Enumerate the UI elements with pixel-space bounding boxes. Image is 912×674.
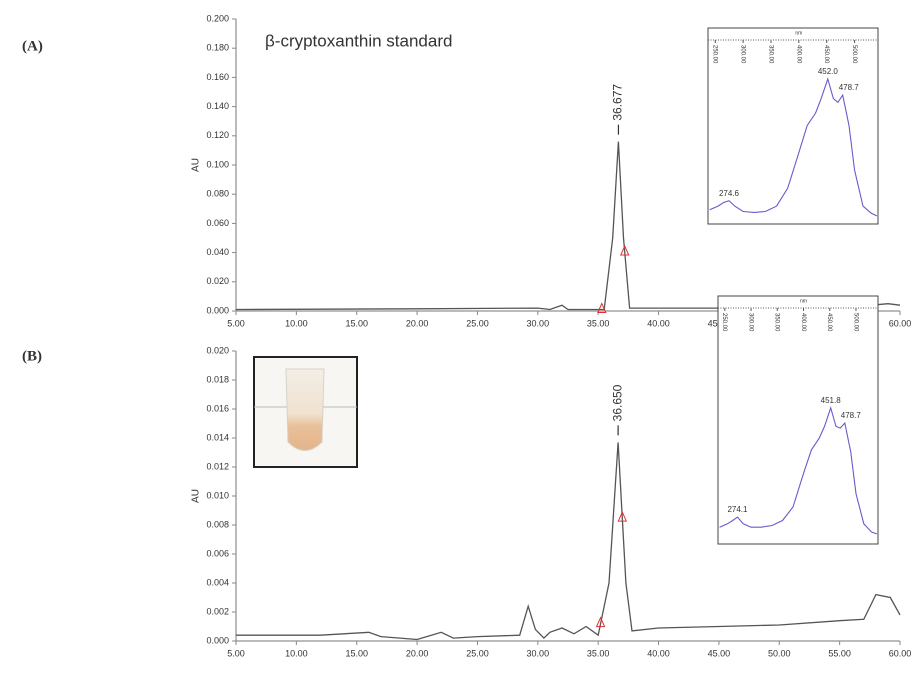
x-tick-label: 25.00	[466, 318, 489, 328]
x-tick-label: 30.00	[527, 318, 550, 328]
x-tick-label: 50.00	[768, 648, 791, 658]
y-tick-label: 0.004	[206, 577, 229, 587]
x-tick-label: 5.00	[227, 648, 245, 658]
inset-tick-label: 300.00	[740, 45, 746, 64]
y-tick-label: 0.100	[206, 159, 229, 169]
spectrum-peak-label: 274.1	[727, 505, 748, 514]
y-tick-label: 0.180	[206, 43, 229, 53]
y-tick-label: 0.000	[206, 635, 229, 645]
y-axis-label: AU	[191, 489, 202, 503]
inset-tick-label: 450.00	[823, 45, 829, 64]
y-tick-label: 0.016	[206, 403, 229, 413]
y-tick-label: 0.060	[206, 218, 229, 228]
spectrum-line	[709, 77, 878, 217]
x-tick-label: 45.00	[708, 648, 731, 658]
spectrum-line	[719, 406, 878, 535]
y-tick-label: 0.040	[206, 247, 229, 257]
inset-tick-label: 400.00	[800, 313, 806, 332]
spectrum-peak-label: 274.6	[719, 189, 740, 198]
y-tick-label: 0.120	[206, 130, 229, 140]
spectrum-peak-label: 478.7	[839, 83, 860, 92]
inset-tick-label: 350.00	[767, 45, 773, 64]
inset-axis-label: nm	[800, 298, 807, 304]
x-tick-label: 55.00	[828, 648, 851, 658]
y-tick-label: 0.018	[206, 374, 229, 384]
x-tick-label: 35.00	[587, 648, 610, 658]
y-tick-label: 0.006	[206, 548, 229, 558]
x-tick-label: 40.00	[647, 648, 670, 658]
inset-tick-label: 250.00	[721, 313, 727, 332]
chromatogram-line	[236, 442, 901, 641]
x-tick-label: 25.00	[466, 648, 489, 658]
spectrum-peak-label: 478.7	[841, 411, 862, 420]
inset-tick-label: 400.00	[795, 45, 801, 64]
integration-marker	[617, 510, 628, 522]
x-tick-label: 20.00	[406, 648, 429, 658]
inset-tick-label: 500.00	[852, 313, 858, 332]
x-tick-label: 30.00	[527, 648, 550, 658]
y-tick-label: 0.000	[206, 305, 229, 315]
inset-frame	[717, 295, 879, 545]
x-tick-label: 35.00	[587, 318, 610, 328]
inset-tick-label: 350.00	[774, 313, 780, 332]
spectrum-peak-label: 452.0	[818, 67, 839, 76]
y-tick-label: 0.020	[206, 345, 229, 355]
inset-tick-label: 500.00	[851, 45, 857, 64]
peak-label: 36.677	[611, 84, 625, 121]
y-axis-label: AU	[191, 158, 202, 172]
inset-tick-label: 300.00	[747, 313, 753, 332]
photo-tube	[285, 368, 325, 451]
y-tick-label: 0.200	[206, 13, 229, 23]
y-tick-label: 0.010	[206, 490, 229, 500]
integration-marker	[619, 244, 630, 256]
x-tick-label: 15.00	[345, 648, 368, 658]
y-tick-label: 0.020	[206, 276, 229, 286]
annotation: β-cryptoxanthin standard	[265, 31, 452, 50]
inset-tick-label: 450.00	[826, 313, 832, 332]
panel-label: (A)	[22, 38, 43, 54]
y-tick-label: 0.080	[206, 189, 229, 199]
y-tick-label: 0.012	[206, 461, 229, 471]
x-tick-label: 60.00	[889, 318, 912, 328]
inset-axis-label: nm	[795, 30, 802, 36]
y-tick-label: 0.160	[206, 72, 229, 82]
spectrum-peak-label: 451.8	[821, 396, 842, 405]
x-tick-label: 10.00	[285, 318, 308, 328]
x-tick-label: 15.00	[345, 318, 368, 328]
x-tick-label: 40.00	[647, 318, 670, 328]
x-tick-label: 20.00	[406, 318, 429, 328]
y-tick-label: 0.014	[206, 432, 229, 442]
x-tick-label: 5.00	[227, 318, 245, 328]
integration-marker	[597, 302, 607, 314]
x-tick-label: 60.00	[889, 648, 912, 658]
panel-label: (B)	[22, 348, 42, 364]
y-tick-label: 0.008	[206, 519, 229, 529]
peak-label: 36.650	[610, 384, 624, 421]
x-tick-label: 10.00	[285, 648, 308, 658]
y-tick-label: 0.140	[206, 101, 229, 111]
integration-marker	[595, 616, 606, 628]
inset-tick-label: 250.00	[712, 45, 718, 64]
inset-frame	[707, 27, 879, 225]
y-tick-label: 0.002	[206, 606, 229, 616]
